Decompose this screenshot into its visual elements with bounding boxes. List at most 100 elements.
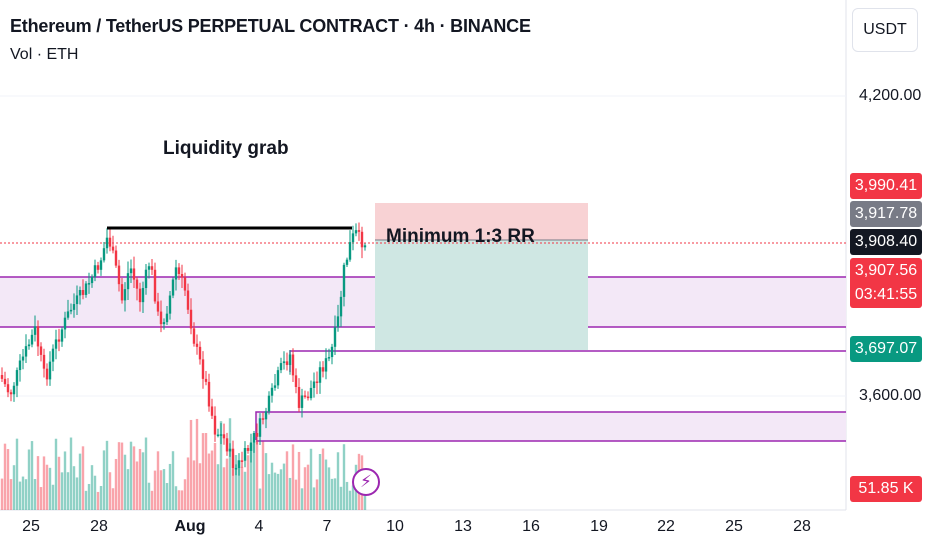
volume-bar (228, 418, 232, 510)
volume-bar (168, 463, 172, 510)
volume-bar (300, 488, 304, 510)
candle-body (210, 406, 214, 416)
candle-body (291, 354, 295, 376)
candle-body (180, 274, 184, 278)
volume-bar (258, 488, 262, 510)
volume-bar (9, 479, 13, 510)
candle-body (306, 396, 310, 399)
volume-bar (24, 479, 28, 510)
volume-bar (189, 419, 193, 510)
volume-bar (69, 437, 73, 510)
volume-bar (162, 469, 166, 510)
volume-bar (333, 478, 337, 510)
candle-body (159, 311, 163, 325)
volume-bar (255, 441, 259, 510)
volume-bar (318, 454, 322, 510)
lightning-bolt-icon[interactable]: ⚡︎ (352, 468, 380, 496)
volume-badge: 51.85 K (850, 476, 922, 502)
volume-bar (30, 441, 34, 510)
volume-bar (171, 451, 175, 510)
volume-bar (192, 460, 196, 510)
volume-bar (126, 469, 130, 510)
stop-loss-box (375, 203, 588, 240)
target-price-badge: 3,697.07 (850, 336, 922, 362)
candle-body (33, 326, 37, 335)
volume-bar (243, 471, 247, 510)
candle-body (168, 295, 172, 314)
current-price-value: 3,907.56 (854, 262, 918, 279)
candle-body (99, 260, 103, 270)
candle-body (216, 434, 220, 437)
volume-bar (165, 483, 169, 510)
candle-body (183, 277, 187, 291)
volume-bar (282, 463, 286, 510)
volume-bar (48, 467, 52, 510)
volume-bar (267, 474, 271, 510)
candle-body (237, 460, 241, 468)
candles (0, 222, 367, 476)
volume-bar (249, 443, 253, 510)
candle-body (132, 268, 136, 280)
volume-bar (213, 443, 217, 510)
volume-bar (303, 467, 307, 510)
volume-bar (261, 439, 265, 510)
candle-body (153, 269, 157, 302)
volume-bar (54, 438, 58, 510)
volume-bar (294, 479, 298, 510)
price-tick-3600: 3,600.00 (859, 387, 922, 404)
candle-body (207, 381, 211, 407)
candle-body (150, 266, 154, 270)
volume-bar (216, 464, 220, 510)
volume-bar (117, 442, 121, 510)
volume-bar (87, 483, 91, 510)
candle-body (36, 326, 40, 347)
candle-body (138, 288, 142, 303)
volume-bar (156, 451, 160, 510)
candle-body (249, 442, 253, 451)
time-label: 25 (725, 518, 743, 535)
volume-legend[interactable]: Vol · ETH (10, 46, 79, 63)
candle-body (81, 290, 85, 295)
volume-bar (207, 453, 211, 510)
volume-bar (324, 459, 328, 510)
volume-bar (315, 479, 319, 510)
volume-bar (321, 448, 325, 510)
volume-bar (18, 481, 22, 510)
liquidity-grab-label: Liquidity grab (163, 138, 289, 159)
candle-body (57, 339, 61, 342)
candle-body (54, 339, 58, 349)
volume-bar (66, 472, 70, 510)
candle-body (267, 395, 271, 412)
volume-bar (210, 450, 214, 510)
volume-bar (348, 490, 352, 510)
candle-body (18, 360, 22, 371)
candle-body (357, 230, 361, 232)
volume-bar (75, 477, 79, 510)
volume-bar (231, 469, 235, 510)
symbol-title[interactable]: Ethereum / TetherUS PERPETUAL CONTRACT ·… (10, 16, 531, 36)
candle-body (339, 296, 343, 317)
candle-body (282, 361, 286, 364)
target-level-line (289, 350, 846, 372)
volume-bar (351, 485, 355, 510)
volume-bar (273, 472, 277, 510)
time-label: 13 (454, 518, 472, 535)
candle-body (318, 367, 322, 383)
volume-bar (27, 449, 31, 510)
currency-selector[interactable]: USDT (852, 8, 918, 52)
candle-body (6, 384, 10, 393)
volume-bar (279, 469, 283, 510)
candle-body (177, 267, 181, 275)
volume-bar (39, 487, 43, 510)
candle-body (87, 283, 91, 285)
volume-bar (150, 490, 154, 510)
bar-countdown: 03:41:55 (854, 286, 918, 303)
volume-bar (159, 470, 163, 510)
volume-bar (72, 466, 76, 510)
volume-bar (264, 453, 268, 510)
volume-bar (135, 461, 139, 510)
candle-body (189, 309, 193, 329)
volume-bar (108, 472, 112, 510)
time-label: 16 (522, 518, 540, 535)
